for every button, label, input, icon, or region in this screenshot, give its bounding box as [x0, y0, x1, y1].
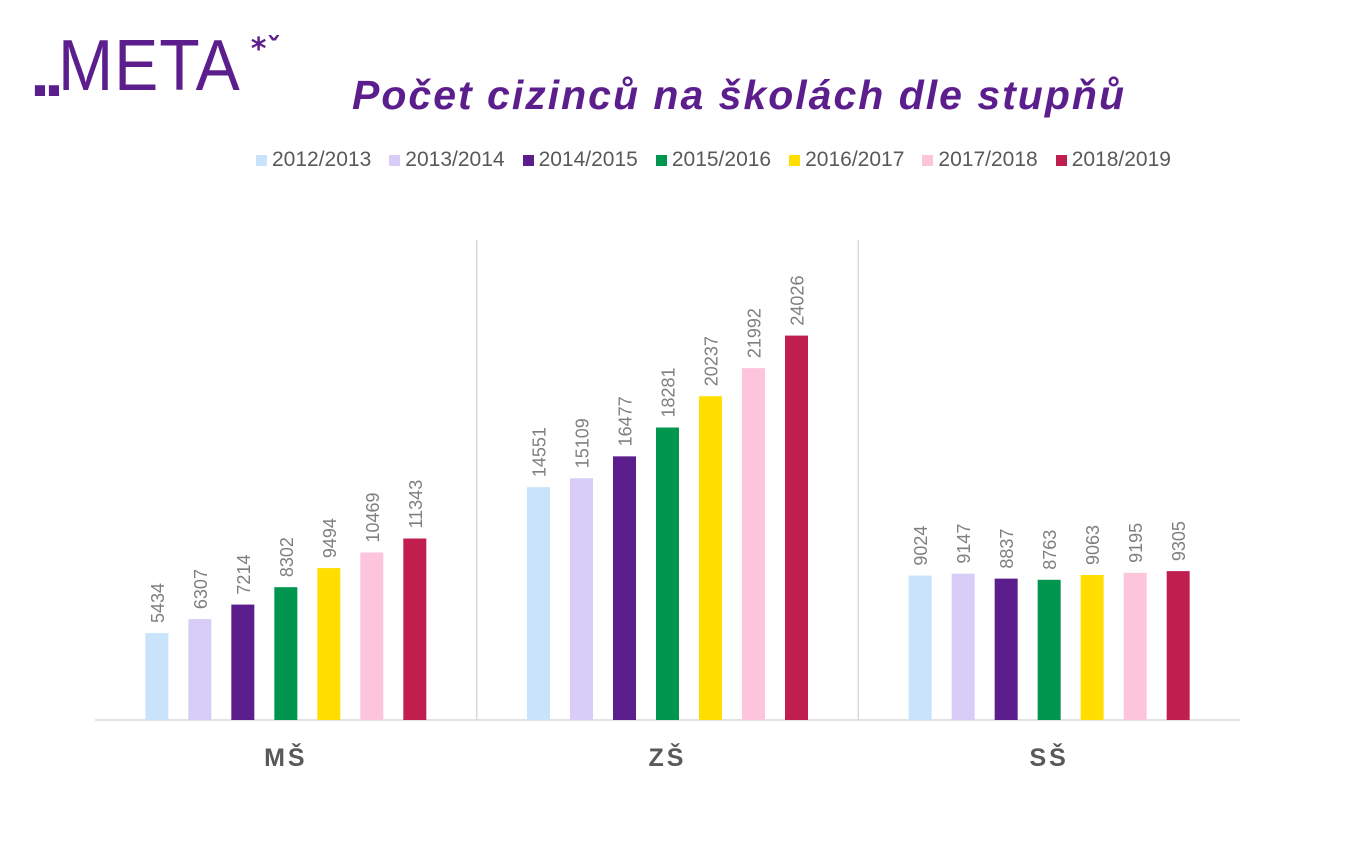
- bar: [1166, 571, 1190, 720]
- chart-title: Počet cizinců na školách dle stupňů: [352, 72, 1126, 118]
- logo-text: META: [58, 26, 241, 106]
- legend-item: 2016/2017: [789, 148, 904, 172]
- legend-label: 2018/2019: [1071, 148, 1171, 171]
- legend-label: 2015/2016: [671, 148, 772, 171]
- bar-value-label: 9195: [1126, 523, 1146, 563]
- legend-swatch: [1055, 154, 1067, 166]
- legend-label: 2014/2015: [538, 148, 638, 171]
- bar: [994, 578, 1018, 720]
- bar-value-label: 6307: [191, 569, 211, 609]
- bar: [403, 538, 427, 720]
- bar-value-label: 9063: [1083, 525, 1103, 565]
- bar: [274, 587, 298, 720]
- legend-swatch: [256, 154, 267, 166]
- bar: [317, 568, 341, 720]
- legend-swatch: [655, 154, 667, 166]
- legend-swatch: [522, 154, 534, 166]
- bar: [951, 573, 975, 720]
- bar: [1080, 574, 1104, 720]
- bar: [188, 619, 212, 720]
- bar-value-label: 16477: [616, 396, 636, 446]
- category-label: ZŠ: [649, 742, 687, 772]
- bar-value-label: 7214: [234, 555, 254, 595]
- bar: [656, 427, 679, 720]
- category-label: MŠ: [264, 742, 308, 772]
- legend-swatch: [789, 154, 801, 166]
- bar: [527, 487, 550, 720]
- meta-logo: .. META *ˇ: [30, 30, 281, 108]
- legend-item: 2013/2014: [389, 148, 505, 172]
- bar-value-label: 11343: [406, 480, 426, 529]
- legend-label: 2016/2017: [805, 148, 905, 171]
- logo-asterisk-icon: *ˇ: [250, 32, 282, 67]
- legend-swatch: [389, 154, 401, 166]
- bar: [145, 633, 169, 720]
- bar-value-label: 5434: [148, 583, 168, 623]
- bar: [231, 604, 255, 720]
- bar-value-label: 10469: [363, 492, 383, 542]
- bar-value-label: 15109: [573, 418, 593, 468]
- bar-value-label: 21992: [745, 308, 765, 358]
- legend-label: 2012/2013: [272, 148, 372, 171]
- bar: [1037, 579, 1061, 720]
- legend-item: 2017/2018: [922, 148, 1038, 172]
- bar: [908, 575, 932, 720]
- bar: [570, 478, 593, 720]
- bar: [699, 396, 722, 720]
- bar-value-label: 14551: [530, 427, 550, 477]
- bar: [613, 456, 636, 720]
- bar-value-label: 9024: [911, 526, 931, 566]
- legend-item: 2014/2015: [522, 148, 638, 172]
- bar-value-label: 9494: [320, 518, 340, 558]
- category-label: SŠ: [1029, 742, 1068, 772]
- bar: [360, 552, 384, 720]
- bar-value-label: 8763: [1040, 530, 1060, 570]
- legend-item: 2012/2013: [256, 148, 371, 172]
- bar: [742, 368, 765, 720]
- bar-value-label: 9305: [1169, 521, 1189, 561]
- bar-value-label: 8837: [997, 529, 1017, 569]
- bar: [785, 335, 808, 720]
- bar-value-label: 24026: [788, 276, 808, 326]
- chart-legend: 2012/2013 2013/2014 2014/2015 2015/2016 2016…: [256, 148, 1189, 172]
- bar-value-label: 8302: [277, 537, 297, 577]
- legend-swatch: [922, 154, 934, 166]
- legend-item: 2015/2016: [655, 148, 772, 172]
- bar: [1123, 572, 1147, 720]
- legend-label: 2017/2018: [938, 148, 1038, 171]
- legend-item: 2018/2019: [1055, 148, 1171, 172]
- bar-value-label: 18281: [659, 367, 679, 417]
- bar-value-label: 20237: [702, 336, 722, 386]
- bar-value-label: 9147: [954, 524, 974, 564]
- legend-label: 2013/2014: [405, 148, 505, 171]
